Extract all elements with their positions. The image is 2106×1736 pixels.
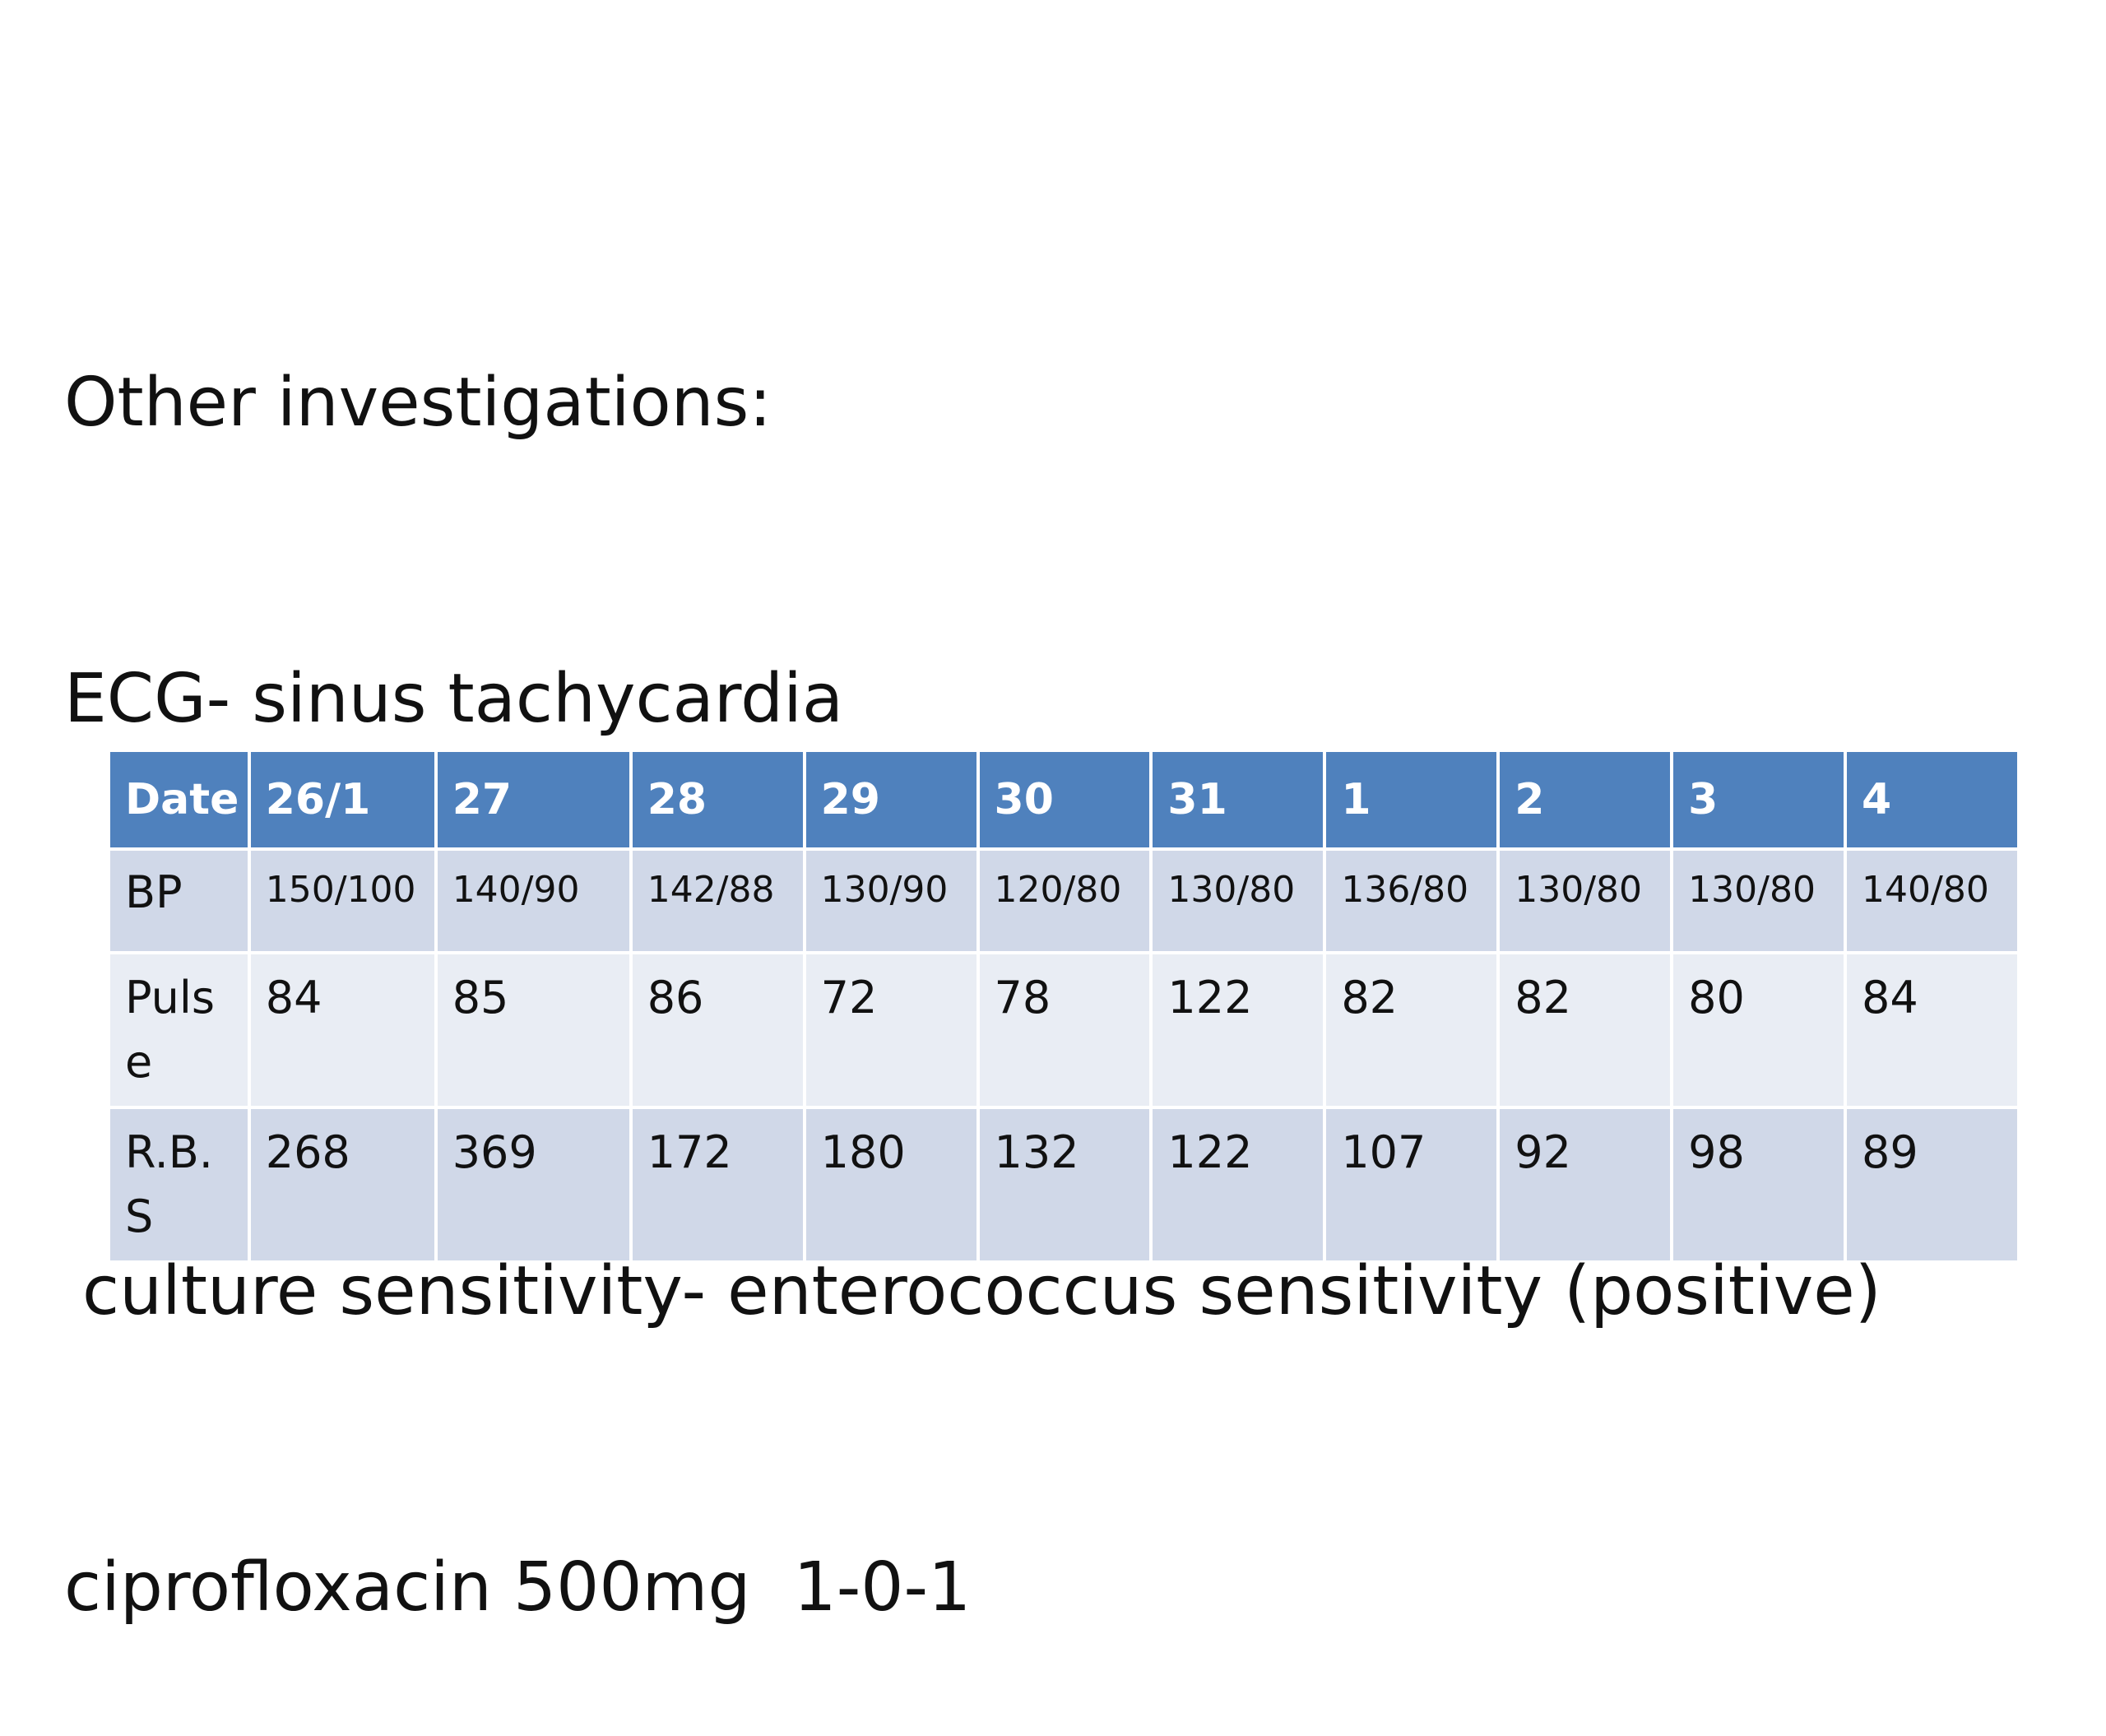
culture-finding: culture sensitivity- enterococcus sensit… — [82, 1252, 1881, 1330]
table-cell: 89 — [1847, 1109, 2017, 1260]
treatment-line: ciprofloxacin 500mg 1-0-1 — [64, 1548, 972, 1627]
table-cell: 82 — [1326, 954, 1497, 1106]
table-cell: 369 — [437, 1109, 629, 1260]
table-cell: 122 — [1153, 954, 1324, 1106]
table-cell: 86 — [632, 954, 803, 1106]
table-row-pulse: Puls e 84 85 86 72 78 122 82 82 80 84 — [110, 954, 2017, 1106]
table-cell: 140/80 — [1847, 851, 2017, 951]
column-header: 27 — [437, 752, 629, 847]
table-row-rbs: R.B. S 268 369 172 180 132 122 107 92 98… — [110, 1109, 2017, 1260]
table-cell: 132 — [979, 1109, 1150, 1260]
column-header: 28 — [632, 752, 803, 847]
table-cell: 130/80 — [1153, 851, 1324, 951]
column-header: 2 — [1500, 752, 1671, 847]
column-header: Date — [110, 752, 248, 847]
table-cell: 72 — [805, 954, 976, 1106]
row-label-pulse: Puls e — [110, 954, 248, 1106]
table-cell: 180 — [805, 1109, 976, 1260]
row-label-rbs: R.B. S — [110, 1109, 248, 1260]
table-cell: 107 — [1326, 1109, 1497, 1260]
table-cell: 80 — [1673, 954, 1844, 1106]
table-cell: 268 — [250, 1109, 434, 1260]
table-cell: 142/88 — [632, 851, 803, 951]
table-cell: 150/100 — [250, 851, 434, 951]
table-cell: 136/80 — [1326, 851, 1497, 951]
column-header: 4 — [1847, 752, 2017, 847]
table-cell: 92 — [1500, 1109, 1671, 1260]
table-cell: 140/90 — [437, 851, 629, 951]
column-header: 1 — [1326, 752, 1497, 847]
column-header: 30 — [979, 752, 1150, 847]
column-header: 31 — [1153, 752, 1324, 847]
table-cell: 82 — [1500, 954, 1671, 1106]
slide-heading: Other investigations: — [64, 364, 772, 442]
table-cell: 172 — [632, 1109, 803, 1260]
row-label-bp: BP — [110, 851, 248, 951]
column-header: 29 — [805, 752, 976, 847]
column-header: 3 — [1673, 752, 1844, 847]
table-row-bp: BP 150/100 140/90 142/88 130/90 120/80 1… — [110, 851, 2017, 951]
table-cell: 130/80 — [1500, 851, 1671, 951]
table-header-row: Date 26/1 27 28 29 30 31 1 2 3 4 — [110, 752, 2017, 847]
vitals-table: Date 26/1 27 28 29 30 31 1 2 3 4 BP 150/… — [107, 749, 2020, 1264]
table-cell: 130/80 — [1673, 851, 1844, 951]
ecg-finding: ECG- sinus tachycardia — [64, 660, 844, 738]
table-cell: 84 — [250, 954, 434, 1106]
table-cell: 78 — [979, 954, 1150, 1106]
table-cell: 84 — [1847, 954, 2017, 1106]
table-cell: 85 — [437, 954, 629, 1106]
table-cell: 120/80 — [979, 851, 1150, 951]
table-cell: 130/90 — [805, 851, 976, 951]
table-cell: 122 — [1153, 1109, 1324, 1260]
column-header: 26/1 — [250, 752, 434, 847]
table-cell: 98 — [1673, 1109, 1844, 1260]
